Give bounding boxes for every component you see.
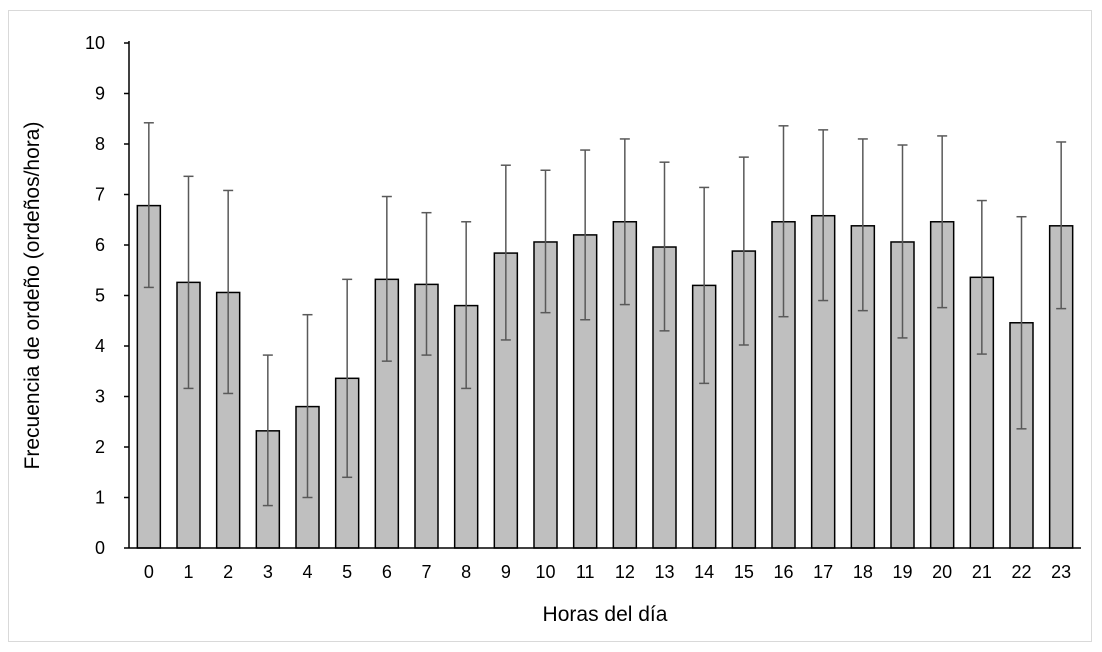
x-tick-label-14: 14 <box>694 562 714 582</box>
y-tick-label-1: 1 <box>95 488 105 508</box>
y-tick-label-0: 0 <box>95 538 105 558</box>
x-tick-label-12: 12 <box>615 562 635 582</box>
error-bar-19 <box>897 144 908 339</box>
x-tick-label-9: 9 <box>501 562 511 582</box>
y-tick-label-7: 7 <box>95 185 105 205</box>
error-bar-10 <box>540 169 551 314</box>
y-tick-label-3: 3 <box>95 387 105 407</box>
error-bar-8 <box>461 221 472 390</box>
x-tick-label-16: 16 <box>773 562 793 582</box>
error-bar-4 <box>302 313 313 499</box>
x-tick-label-5: 5 <box>342 562 352 582</box>
error-bar-16 <box>778 125 789 318</box>
x-axis-title: Horas del día <box>543 603 668 626</box>
y-tick-label-6: 6 <box>95 235 105 255</box>
error-bar-13 <box>659 161 670 332</box>
chart-frame: 0 1 2 3 4 5 6 7 8 9 10 0 1 2 3 4 5 6 7 8 9 10 11 12 13 14 15 16 17 18… <box>8 10 1092 642</box>
error-bars-layer <box>143 122 1067 507</box>
axes-layer <box>124 41 1081 549</box>
x-tick-label-6: 6 <box>382 562 392 582</box>
x-tick-label-1: 1 <box>183 562 193 582</box>
y-tick-label-8: 8 <box>95 134 105 154</box>
y-tick-label-10: 10 <box>85 33 105 53</box>
error-bar-22 <box>1016 215 1027 430</box>
x-tick-label-22: 22 <box>1011 562 1031 582</box>
x-tick-label-13: 13 <box>654 562 674 582</box>
error-bar-23 <box>1056 141 1067 310</box>
error-bar-0 <box>143 122 154 289</box>
error-bar-9 <box>500 164 511 341</box>
x-tick-label-18: 18 <box>853 562 873 582</box>
x-tick-label-11: 11 <box>576 562 595 582</box>
x-tick-label-15: 15 <box>734 562 754 582</box>
x-tick-label-7: 7 <box>421 562 431 582</box>
x-tick-label-23: 23 <box>1051 562 1071 582</box>
error-bar-1 <box>183 175 194 390</box>
error-bar-3 <box>262 354 273 507</box>
error-bar-6 <box>381 195 392 362</box>
bars-layer <box>136 204 1074 549</box>
error-bar-5 <box>342 278 353 479</box>
y-tick-label-9: 9 <box>95 84 105 104</box>
x-tick-label-21: 21 <box>972 562 992 582</box>
error-bar-7 <box>421 211 432 356</box>
x-tick-label-20: 20 <box>932 562 952 582</box>
x-tick-label-4: 4 <box>302 562 312 582</box>
x-tick-label-3: 3 <box>263 562 273 582</box>
error-bar-18 <box>857 138 868 312</box>
y-tick-label-5: 5 <box>95 286 105 306</box>
error-bar-11 <box>580 149 591 321</box>
error-bar-2 <box>223 189 234 395</box>
x-tick-label-19: 19 <box>892 562 912 582</box>
y-tick-label-4: 4 <box>95 336 105 356</box>
y-axis-title: Frecuencia de ordeño (ordeños/hora) <box>21 122 44 470</box>
x-tick-label-17: 17 <box>813 562 833 582</box>
error-bar-15 <box>738 156 749 346</box>
x-tick-label-8: 8 <box>461 562 471 582</box>
x-tick-label-0: 0 <box>144 562 154 582</box>
x-tick-label-2: 2 <box>223 562 233 582</box>
x-tick-label-10: 10 <box>535 562 555 582</box>
y-tick-label-2: 2 <box>95 437 105 457</box>
error-bar-17 <box>818 129 829 302</box>
error-bar-20 <box>937 135 948 309</box>
error-bar-14 <box>699 186 710 385</box>
error-bar-12 <box>619 138 630 306</box>
error-bar-21 <box>976 199 987 355</box>
